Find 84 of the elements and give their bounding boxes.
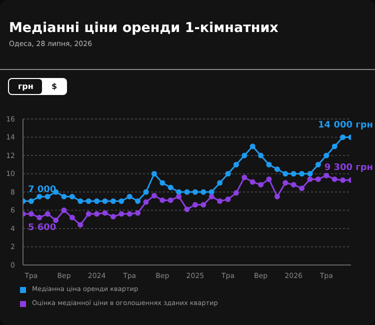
annotation: 7 000 [28, 185, 56, 196]
point [135, 210, 141, 216]
point [340, 134, 346, 140]
point [135, 198, 141, 204]
point [160, 180, 166, 186]
point [324, 172, 330, 178]
point [332, 176, 338, 182]
annotation: 14 000 грн [318, 120, 373, 130]
point [118, 198, 124, 204]
point [28, 198, 34, 204]
point [192, 202, 198, 208]
point [86, 198, 92, 204]
point [78, 222, 84, 228]
point [299, 186, 305, 192]
point [225, 196, 231, 202]
point [44, 194, 50, 200]
point [36, 194, 42, 200]
point [274, 194, 280, 200]
point [61, 208, 67, 213]
point [126, 194, 132, 200]
point [242, 174, 248, 180]
point [340, 177, 346, 183]
point [184, 206, 190, 212]
point [53, 218, 59, 224]
point [44, 211, 50, 217]
point [258, 152, 264, 158]
point [315, 162, 321, 168]
point [160, 197, 166, 203]
point [250, 144, 256, 150]
point [233, 190, 239, 196]
line-series [23, 134, 351, 204]
point [200, 189, 206, 195]
chart-title: Медіанні ціни оренди 1-кімнатних [9, 20, 278, 36]
point [143, 199, 149, 205]
point [69, 214, 75, 220]
point [176, 194, 182, 200]
point [290, 171, 296, 176]
point [86, 211, 92, 217]
point [126, 211, 132, 217]
point [168, 184, 174, 190]
point [208, 189, 214, 195]
point [176, 189, 182, 195]
point [266, 162, 272, 168]
point [200, 202, 206, 208]
point [307, 176, 313, 182]
point [217, 180, 223, 186]
point [258, 182, 264, 188]
annotation: 5 600 [28, 222, 56, 233]
point [250, 179, 256, 185]
point [94, 198, 100, 204]
point [102, 198, 108, 204]
point [208, 194, 214, 200]
point [102, 210, 108, 216]
point [274, 166, 280, 172]
point [78, 198, 84, 204]
point [324, 152, 330, 158]
point [151, 171, 157, 176]
point [225, 171, 231, 176]
point [192, 189, 198, 195]
point [143, 189, 149, 195]
point [307, 171, 313, 176]
point [315, 176, 321, 182]
currency-toggle: грн $ [8, 78, 68, 95]
point [233, 162, 239, 168]
point [118, 211, 124, 217]
point [69, 194, 75, 200]
point [299, 171, 305, 176]
point [168, 197, 174, 203]
point [266, 176, 272, 182]
point [151, 192, 157, 198]
point [36, 214, 42, 220]
point [94, 211, 100, 217]
annotation: 9 300 грн [324, 163, 373, 174]
point [282, 171, 288, 176]
point [61, 194, 67, 200]
point [217, 198, 223, 204]
point [28, 211, 34, 217]
point [332, 144, 338, 150]
point [110, 198, 116, 204]
point [184, 189, 190, 195]
point [282, 180, 288, 186]
point [290, 182, 296, 188]
point [242, 152, 248, 158]
point [110, 214, 116, 220]
